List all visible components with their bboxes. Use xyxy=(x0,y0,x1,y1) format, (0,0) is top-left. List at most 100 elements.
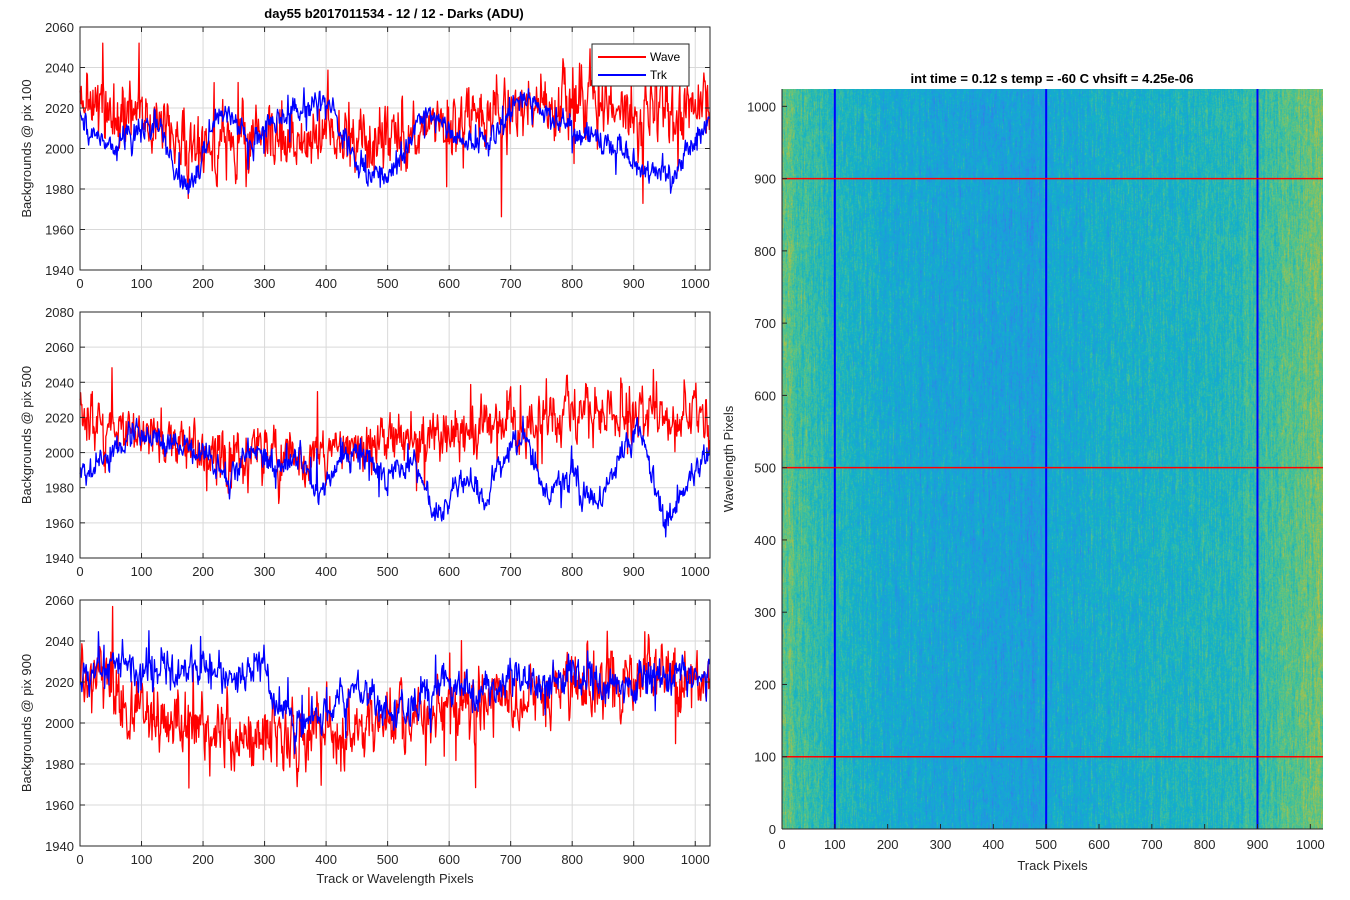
x-tick-label: 0 xyxy=(76,852,83,867)
x-axis-label: Track or Wavelength Pixels xyxy=(316,871,474,886)
x-tick-label: 0 xyxy=(778,837,785,852)
y-tick-label: 2040 xyxy=(45,375,74,390)
x-tick-label: 800 xyxy=(561,852,583,867)
series-line-trk xyxy=(79,415,711,538)
series-line-trk xyxy=(79,630,711,755)
y-tick-label: 1940 xyxy=(45,263,74,278)
x-tick-label: 700 xyxy=(500,276,522,291)
y-axis-label: Wavelength Pixels xyxy=(721,405,736,512)
y-tick-label: 1000 xyxy=(747,99,776,114)
x-tick-label: 100 xyxy=(131,564,153,579)
y-tick-label: 2000 xyxy=(45,446,74,461)
x-tick-label: 400 xyxy=(982,837,1004,852)
heatmap-title: int time = 0.12 s temp = -60 C vhsift = … xyxy=(911,71,1194,86)
x-tick-label: 300 xyxy=(930,837,952,852)
y-tick-label: 800 xyxy=(754,244,776,259)
heatmap-image-frame xyxy=(782,89,1323,829)
legend-box xyxy=(591,43,690,87)
x-tick-label: 1000 xyxy=(681,564,710,579)
x-tick-label: 0 xyxy=(76,276,83,291)
x-tick-label: 600 xyxy=(438,564,460,579)
y-tick-label: 1940 xyxy=(45,839,74,854)
y-tick-label: 2000 xyxy=(45,716,74,731)
x-tick-label: 500 xyxy=(377,564,399,579)
y-tick-label: 2020 xyxy=(45,410,74,425)
y-axis-label: Backgrounds @ pix 500 xyxy=(19,366,34,504)
x-tick-label: 100 xyxy=(824,837,846,852)
y-tick-label: 2000 xyxy=(45,142,74,157)
y-tick-label: 900 xyxy=(754,172,776,187)
y-tick-label: 2040 xyxy=(45,634,74,649)
y-axis-label: Backgrounds @ pix 900 xyxy=(19,654,34,792)
x-tick-label: 1000 xyxy=(681,276,710,291)
y-tick-label: 2060 xyxy=(45,593,74,608)
series-line-wave xyxy=(79,367,711,505)
y-tick-label: 1980 xyxy=(45,757,74,772)
y-tick-label: 1960 xyxy=(45,516,74,531)
x-tick-label: 200 xyxy=(192,276,214,291)
y-tick-label: 600 xyxy=(754,388,776,403)
x-axis-label: Track Pixels xyxy=(1017,858,1088,873)
x-tick-label: 700 xyxy=(500,564,522,579)
legend-trk-label: Trk xyxy=(650,68,668,82)
y-tick-label: 1940 xyxy=(45,551,74,566)
x-tick-label: 100 xyxy=(131,852,153,867)
y-tick-label: 2060 xyxy=(45,340,74,355)
y-tick-label: 300 xyxy=(754,605,776,620)
y-axis-label: Backgrounds @ pix 100 xyxy=(19,79,34,217)
y-tick-label: 400 xyxy=(754,533,776,548)
x-tick-label: 500 xyxy=(1035,837,1057,852)
x-tick-label: 800 xyxy=(561,276,583,291)
x-tick-label: 1000 xyxy=(1296,837,1325,852)
x-tick-label: 300 xyxy=(254,852,276,867)
x-tick-label: 400 xyxy=(315,276,337,291)
x-tick-label: 600 xyxy=(438,852,460,867)
x-tick-label: 600 xyxy=(438,276,460,291)
x-tick-label: 300 xyxy=(254,276,276,291)
y-tick-label: 200 xyxy=(754,677,776,692)
figure-title: day55 b2017011534 - 12 / 12 - Darks (ADU… xyxy=(264,6,523,21)
y-tick-label: 1960 xyxy=(45,223,74,238)
x-tick-label: 200 xyxy=(192,564,214,579)
x-tick-label: 900 xyxy=(1247,837,1269,852)
y-tick-label: 500 xyxy=(754,461,776,476)
axes-frame xyxy=(79,311,711,559)
x-tick-label: 900 xyxy=(623,564,645,579)
x-tick-label: 700 xyxy=(1141,837,1163,852)
series-line-wave xyxy=(79,42,711,218)
heatmap-chart: int time = 0.12 s temp = -60 C vhsift = … xyxy=(721,71,1325,873)
x-tick-label: 500 xyxy=(377,852,399,867)
y-tick-label: 1960 xyxy=(45,798,74,813)
y-tick-label: 0 xyxy=(769,822,776,837)
x-tick-label: 1000 xyxy=(681,852,710,867)
heatmap-image xyxy=(782,89,1323,829)
series-line-trk xyxy=(79,87,710,195)
y-tick-label: 700 xyxy=(754,316,776,331)
y-tick-label: 2060 xyxy=(45,20,74,35)
y-tick-label: 2080 xyxy=(45,305,74,320)
y-tick-label: 100 xyxy=(754,750,776,765)
x-tick-label: 200 xyxy=(877,837,899,852)
x-tick-label: 800 xyxy=(561,564,583,579)
x-tick-label: 0 xyxy=(76,564,83,579)
y-tick-label: 2040 xyxy=(45,61,74,76)
x-tick-label: 200 xyxy=(192,852,214,867)
line-chart-pix500: 0 100 200 300 400 500 600 700 800 900 1000 1940 1960… xyxy=(19,305,711,579)
x-tick-label: 800 xyxy=(1194,837,1216,852)
x-tick-label: 900 xyxy=(623,852,645,867)
x-tick-label: 400 xyxy=(315,852,337,867)
line-chart-pix900: 0 100 200 300 400 500 600 700 800 900 1000 1940 1960… xyxy=(19,593,711,886)
y-tick-label: 1980 xyxy=(45,182,74,197)
x-tick-label: 700 xyxy=(500,852,522,867)
x-tick-label: 600 xyxy=(1088,837,1110,852)
y-tick-label: 2020 xyxy=(45,675,74,690)
legend: Wave Trk xyxy=(591,43,690,87)
x-tick-label: 300 xyxy=(254,564,276,579)
legend-wave-label: Wave xyxy=(650,50,681,64)
x-tick-label: 500 xyxy=(377,276,399,291)
x-tick-label: 400 xyxy=(315,564,337,579)
y-tick-label: 2020 xyxy=(45,101,74,116)
y-tick-label: 1980 xyxy=(45,481,74,496)
x-tick-label: 100 xyxy=(131,276,153,291)
